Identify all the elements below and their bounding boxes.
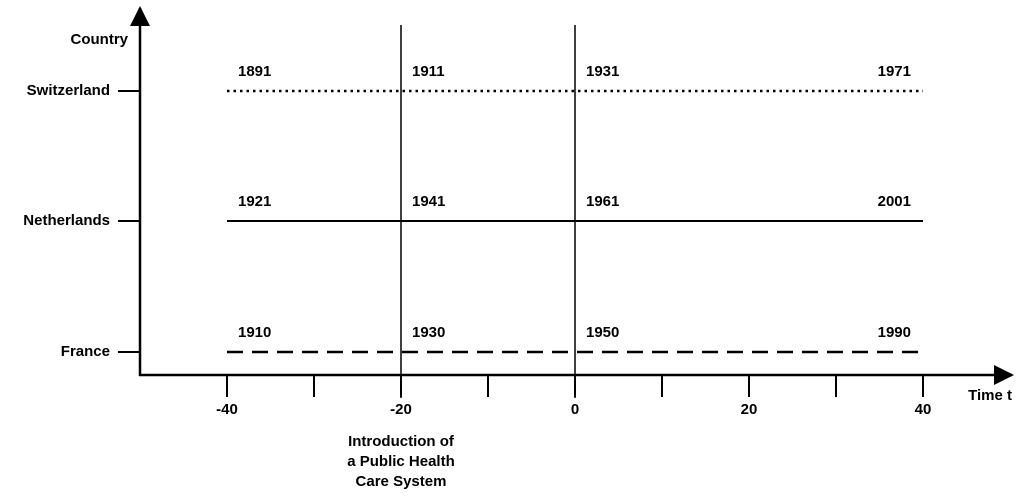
marker-label: Introduction of (348, 433, 455, 450)
year-label: 1931 (586, 63, 619, 80)
year-label: 2001 (878, 193, 911, 210)
year-label: 1921 (238, 193, 271, 210)
y-tick-label: France (61, 343, 110, 360)
x-tick-label: 0 (571, 401, 579, 418)
year-label: 1961 (586, 193, 619, 210)
year-label: 1941 (412, 193, 445, 210)
year-label: 1911 (412, 63, 445, 80)
year-label: 1930 (412, 324, 445, 341)
year-label: 1910 (238, 324, 271, 341)
x-tick-label: -40 (216, 401, 238, 418)
year-label: 1891 (238, 63, 271, 80)
year-label: 1950 (586, 324, 619, 341)
marker-label: Care System (356, 473, 447, 490)
y-tick-label: Netherlands (23, 212, 110, 229)
year-label: 1971 (878, 63, 911, 80)
y-axis-label: Country (71, 31, 129, 48)
x-tick-label: 40 (915, 401, 932, 418)
marker-label: a Public Health (347, 453, 455, 470)
y-tick-label: Switzerland (27, 82, 110, 99)
x-tick-label: -20 (390, 401, 412, 418)
x-tick-label: 20 (741, 401, 758, 418)
year-label: 1990 (878, 324, 911, 341)
x-axis-label: Time t (968, 387, 1012, 404)
